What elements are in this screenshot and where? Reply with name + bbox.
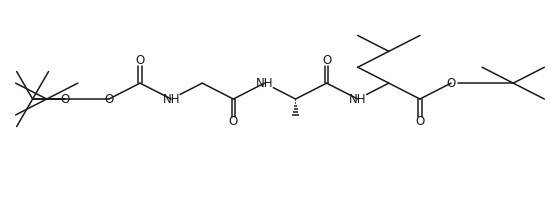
Text: O: O [322, 54, 332, 67]
Text: NH: NH [349, 93, 366, 105]
Text: O: O [446, 77, 456, 90]
Text: NH: NH [256, 77, 273, 90]
Text: O: O [136, 54, 144, 67]
Text: NH: NH [162, 93, 180, 105]
Text: O: O [60, 93, 69, 105]
Text: O: O [416, 115, 424, 128]
Text: O: O [228, 115, 238, 128]
Text: O: O [104, 93, 114, 105]
